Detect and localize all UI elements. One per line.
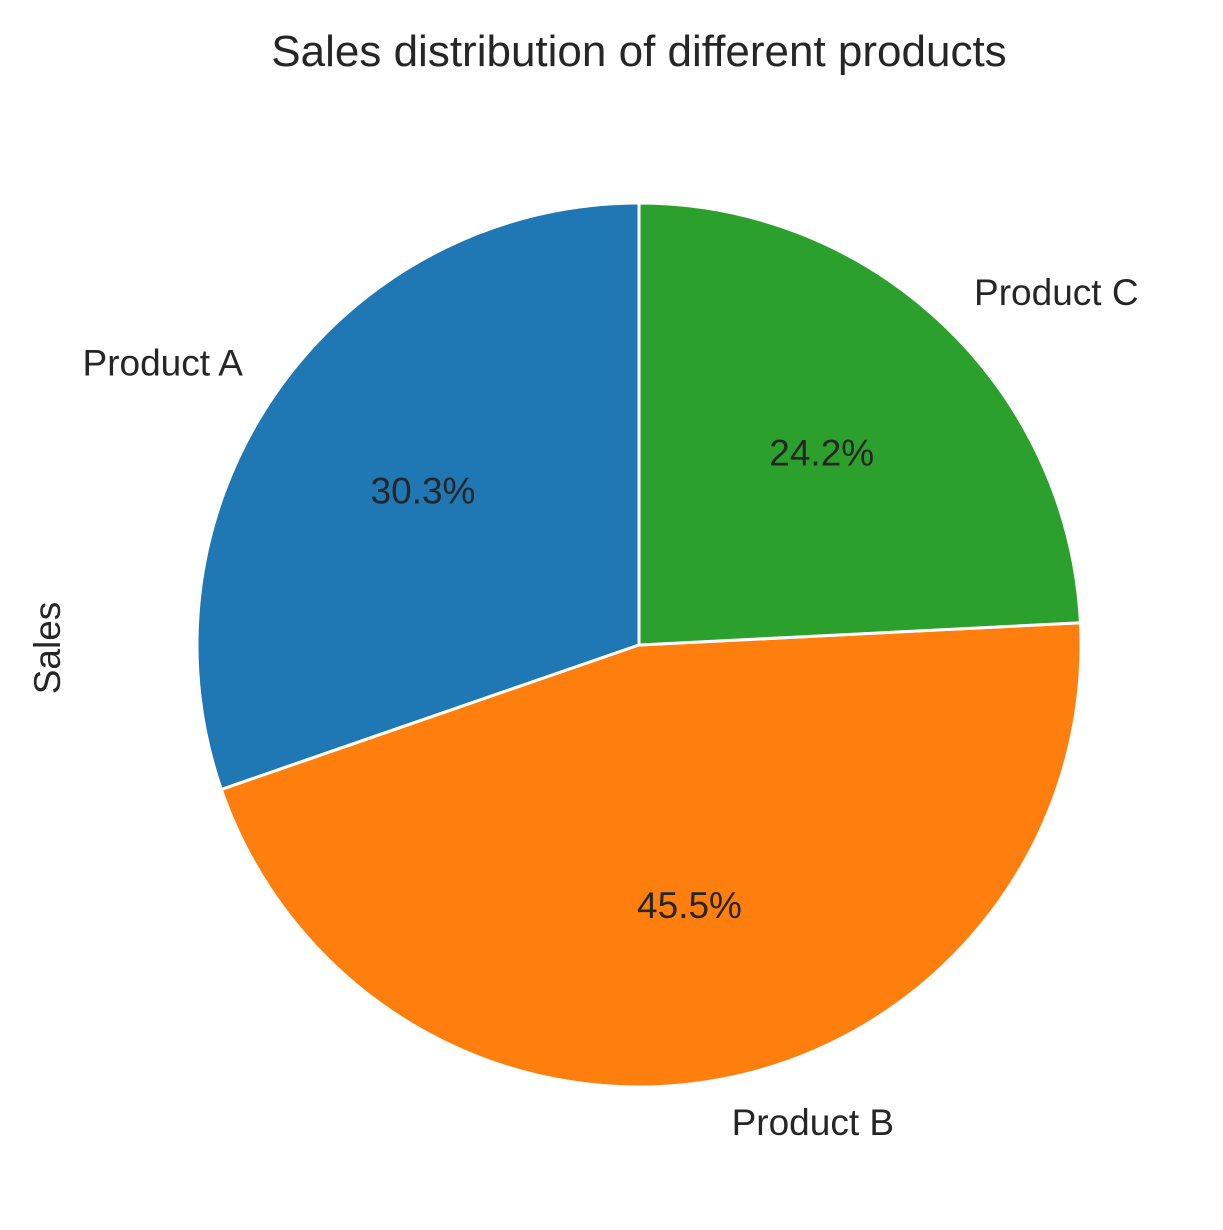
pie-slices (195, 201, 1083, 1089)
pie-slice (219, 621, 1083, 1089)
slice-category-label: Product A (83, 342, 244, 383)
pie-labels: 30.3% Product A 45.5% Product B 24.2% Product… (83, 272, 1139, 1143)
slice-percent-label: 45.5% (637, 885, 742, 926)
slice-category-label: Product C (974, 272, 1139, 313)
slice-category-label: Product B (732, 1102, 894, 1143)
pie-slice (637, 201, 1082, 647)
pie-slice (195, 201, 641, 791)
y-axis-label: Sales (27, 602, 68, 695)
slice-percent-label: 30.3% (371, 471, 476, 512)
slice-percent-label: 24.2% (769, 432, 874, 473)
chart-title: Sales distribution of different products (271, 27, 1006, 76)
